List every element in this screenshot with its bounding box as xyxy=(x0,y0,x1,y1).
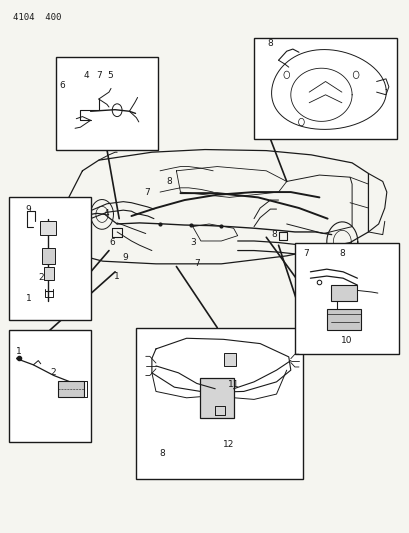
Text: 1: 1 xyxy=(16,347,22,356)
Text: 4104  400: 4104 400 xyxy=(13,13,61,22)
Bar xyxy=(9,330,90,442)
Bar xyxy=(326,309,361,330)
Text: 8: 8 xyxy=(267,39,272,48)
Text: 6: 6 xyxy=(109,238,115,247)
Text: 1: 1 xyxy=(26,294,32,303)
Text: 8: 8 xyxy=(159,449,164,458)
Text: 7: 7 xyxy=(303,249,308,258)
Bar xyxy=(330,285,357,301)
Bar xyxy=(294,243,398,354)
Bar xyxy=(224,353,235,366)
Bar xyxy=(254,38,396,139)
Text: 8: 8 xyxy=(166,177,172,186)
Text: 6: 6 xyxy=(59,81,65,90)
Text: 9: 9 xyxy=(25,205,31,214)
Text: 3: 3 xyxy=(189,238,195,247)
Bar xyxy=(199,378,234,418)
Bar xyxy=(135,328,302,479)
Text: 11: 11 xyxy=(227,380,239,389)
Text: 7: 7 xyxy=(144,188,149,197)
Bar xyxy=(42,248,54,264)
Bar xyxy=(9,197,90,320)
Text: 2: 2 xyxy=(50,368,56,377)
Text: 4: 4 xyxy=(83,70,89,79)
Text: 5: 5 xyxy=(107,70,113,79)
Bar xyxy=(58,381,84,397)
Text: 7: 7 xyxy=(96,70,101,79)
Bar xyxy=(39,221,56,235)
Text: 12: 12 xyxy=(222,440,234,449)
Text: 1: 1 xyxy=(114,272,120,280)
Text: 8: 8 xyxy=(271,230,276,239)
Text: 9: 9 xyxy=(122,254,128,262)
Text: 7: 7 xyxy=(193,260,199,268)
Bar xyxy=(56,56,157,150)
Text: 2: 2 xyxy=(38,273,44,281)
Text: 4: 4 xyxy=(103,209,109,218)
Text: 8: 8 xyxy=(338,249,344,258)
Text: 10: 10 xyxy=(341,336,352,345)
Bar xyxy=(43,266,54,280)
